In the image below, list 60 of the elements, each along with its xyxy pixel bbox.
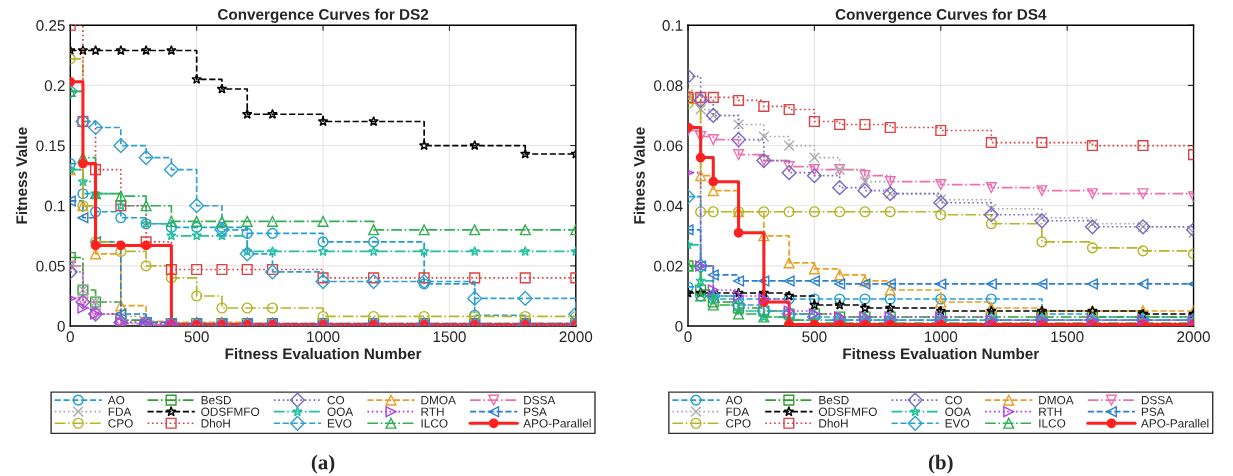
legend-label: EVO [327,419,352,428]
legend-label: PSA [1141,407,1165,416]
legend-label: ILCO [421,419,448,428]
y-axis-title: Fitness Value [633,127,645,224]
legend-label: ODSFMFO [201,407,260,416]
x-tick-label: 1000 [924,331,958,343]
legend-label: BeSD [819,395,849,405]
legend-label: APO-Parallel [1140,418,1209,428]
legend-label: DhoH [819,418,848,428]
y-tick-label: 0.08 [654,80,683,92]
x-tick-label: 2000 [1177,331,1210,343]
y-tick-label: 0.05 [36,260,65,272]
y-axis-title: Fitness Value [15,127,28,224]
legend-label: DMOA [421,395,456,405]
legend-label: ILCO [1039,419,1066,428]
x-tick-label: 500 [184,331,209,343]
legend-label: PSA [524,407,547,416]
legend-label: FDA [108,407,132,416]
legend-label: FDA [726,407,750,416]
y-tick-label: 0.25 [36,20,65,31]
y-tick-label: 0.04 [654,200,683,212]
legend-label: DhoH [201,418,230,428]
y-tick-label: 0.15 [36,140,65,152]
legend-label: DSSA [1141,395,1174,405]
y-tick-label: 0.1 [44,200,65,212]
y-tick-label: 0.2 [44,80,65,92]
legend-label: RTH [421,407,444,416]
legend-label: CPO [726,419,751,428]
y-tick-label: 0.02 [654,260,683,272]
x-tick-label: 1000 [307,331,340,343]
chart-title: Convergence Curves for DS2 [217,8,429,23]
chart-title: Convergence Curves for DS4 [835,8,1047,23]
legend-label: ODSFMFO [818,407,877,416]
x-tick-label: 0 [66,331,74,343]
legend-label: RTH [1039,407,1062,416]
legend-label: CO [327,395,345,405]
legend-label: CO [945,395,962,405]
x-tick-label: 0 [684,331,692,343]
legend-label: DMOA [1039,395,1074,405]
legend-label: OOA [327,407,354,416]
x-tick-label: 1500 [1051,331,1084,343]
legend-label: BeSD [201,395,231,405]
legend-label: OOA [945,407,971,416]
legend-label: AO [725,395,742,405]
legend-label: APO-Parallel [523,418,591,428]
y-tick-label: 0 [57,320,65,332]
x-tick-label: 1500 [433,331,466,343]
x-axis-title: Fitness Evaluation Number [843,347,1040,360]
y-tick-label: 0.1 [662,20,683,31]
legend-label: CPO [108,419,133,428]
legend-label: DSSA [524,395,556,405]
legend-label: EVO [945,419,970,428]
y-tick-label: 0.06 [654,140,683,152]
y-tick-label: 0 [675,320,683,332]
x-tick-label: 500 [802,331,827,343]
text: (b) [928,454,953,474]
legend-label: AO [107,395,125,405]
x-axis-title: Fitness Evaluation Number [225,347,422,360]
text: (a) [311,454,335,474]
x-tick-label: 2000 [559,331,593,343]
